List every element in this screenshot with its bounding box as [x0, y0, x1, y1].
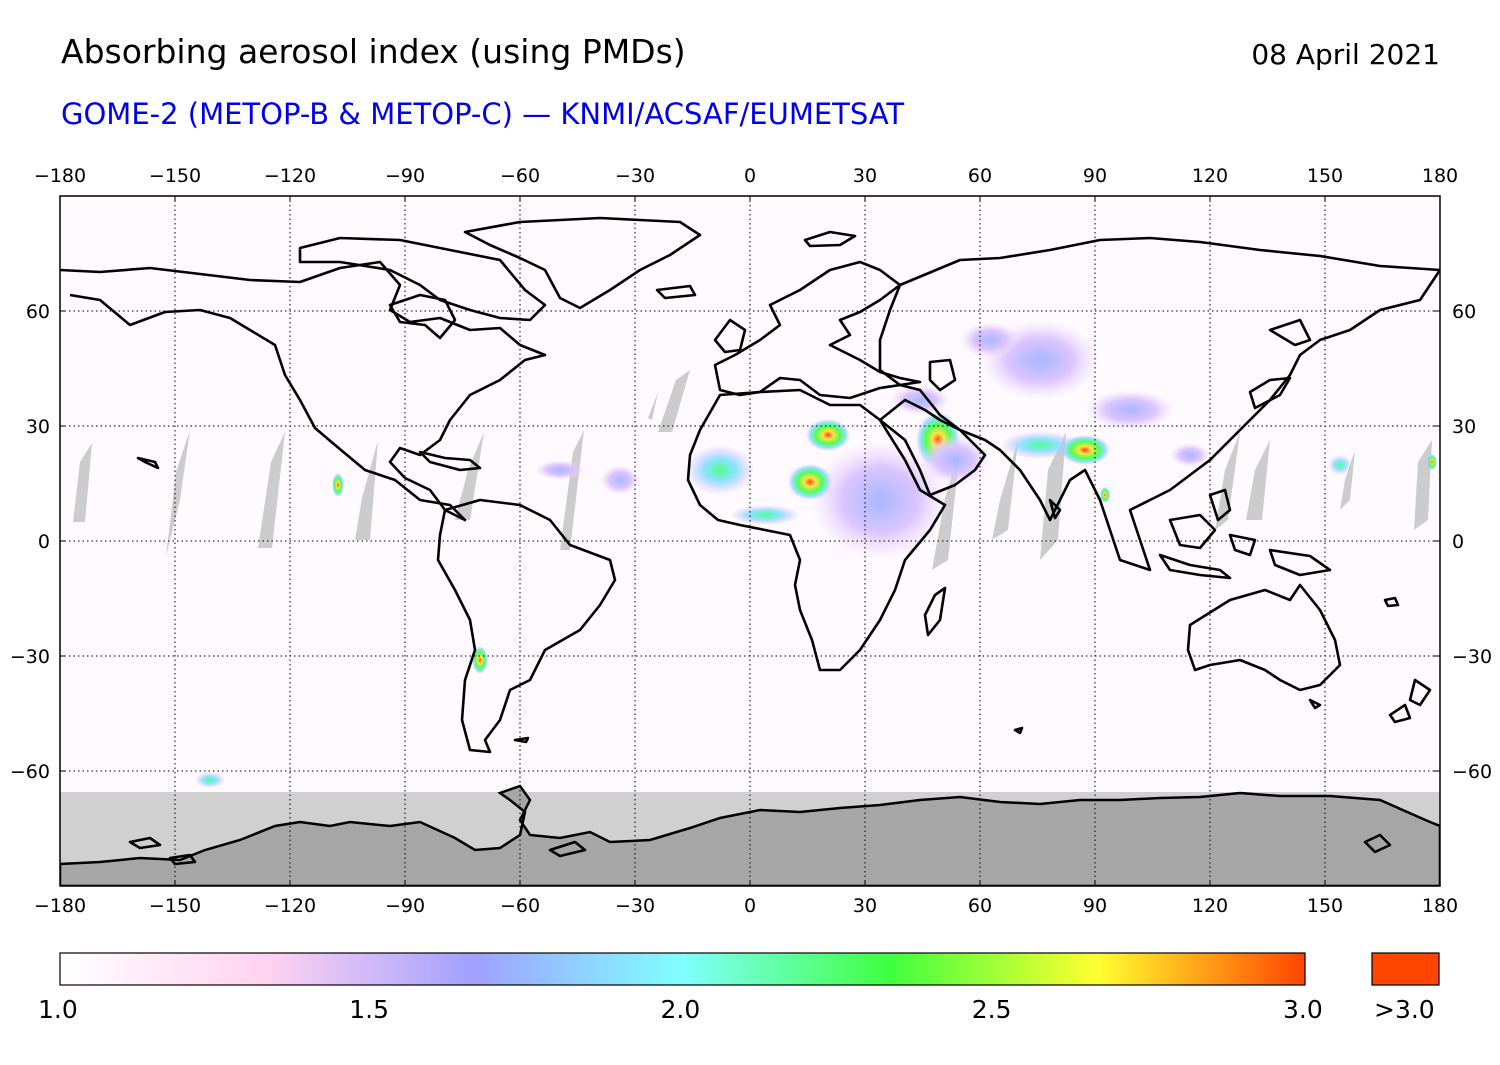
lon-label-bottom: −90	[385, 895, 425, 917]
lon-label-bottom: −60	[500, 895, 540, 917]
lat-label-left: 0	[38, 531, 50, 553]
colorbar-overflow-label: >3.0	[1374, 995, 1435, 1024]
lon-label-bottom: −30	[615, 895, 655, 917]
lon-label-bottom: −180	[34, 895, 86, 917]
coastlines	[60, 216, 1440, 866]
lat-label-left: −60	[10, 761, 50, 783]
colorbar-overflow-box	[1371, 952, 1440, 986]
lon-label-top: 120	[1192, 165, 1228, 187]
lon-label-top: 90	[1083, 165, 1107, 187]
lat-label-right: 0	[1452, 531, 1464, 553]
lon-label-top: 30	[853, 165, 877, 187]
colorbar-tick-label: 3.0	[1283, 995, 1323, 1024]
lon-label-top: 150	[1307, 165, 1343, 187]
lon-label-bottom: −150	[149, 895, 201, 917]
colorbar-tick-label: 1.0	[38, 995, 78, 1024]
lat-label-left: 30	[26, 416, 50, 438]
lat-label-right: 60	[1452, 301, 1476, 323]
lon-label-bottom: 180	[1422, 895, 1458, 917]
lon-label-bottom: 60	[968, 895, 992, 917]
lon-label-bottom: 30	[853, 895, 877, 917]
lat-label-right: −30	[1452, 646, 1492, 668]
lon-label-top: −120	[264, 165, 316, 187]
lon-label-bottom: 90	[1083, 895, 1107, 917]
lat-label-left: 60	[26, 301, 50, 323]
colorbar	[59, 952, 1306, 986]
lon-label-top: −60	[500, 165, 540, 187]
colorbar-tick-label: 2.5	[971, 995, 1012, 1024]
lon-label-bottom: −120	[264, 895, 316, 917]
map-tick-labels: −180 −180 −150 −150 −120 −120 −90 −90 −60 −60 −30 −…	[10, 165, 1492, 917]
map-ticks	[59, 196, 1441, 886]
lon-label-top: −150	[149, 165, 201, 187]
lon-label-bottom: 150	[1307, 895, 1343, 917]
map-gridlines	[60, 196, 1440, 886]
lat-label-right: −60	[1452, 761, 1492, 783]
lon-label-top: 60	[968, 165, 992, 187]
lon-label-top: 0	[744, 165, 756, 187]
map-subtitle: GOME-2 (METOP-B & METOP-C) — KNMI/ACSAF/…	[61, 97, 905, 131]
lon-label-bottom: 120	[1192, 895, 1228, 917]
colorbar-tick-label: 2.0	[660, 995, 701, 1024]
lon-label-bottom: 0	[744, 895, 756, 917]
colorbar-tick-label: 1.5	[349, 995, 390, 1024]
lat-label-left: −30	[10, 646, 50, 668]
lon-label-top: −30	[615, 165, 655, 187]
map-title: Absorbing aerosol index (using PMDs)	[61, 32, 686, 71]
lon-label-top: 180	[1422, 165, 1458, 187]
map-date: 08 April 2021	[1251, 38, 1440, 71]
lat-label-right: 30	[1452, 416, 1476, 438]
lon-label-top: −90	[385, 165, 425, 187]
lon-label-top: −180	[34, 165, 86, 187]
